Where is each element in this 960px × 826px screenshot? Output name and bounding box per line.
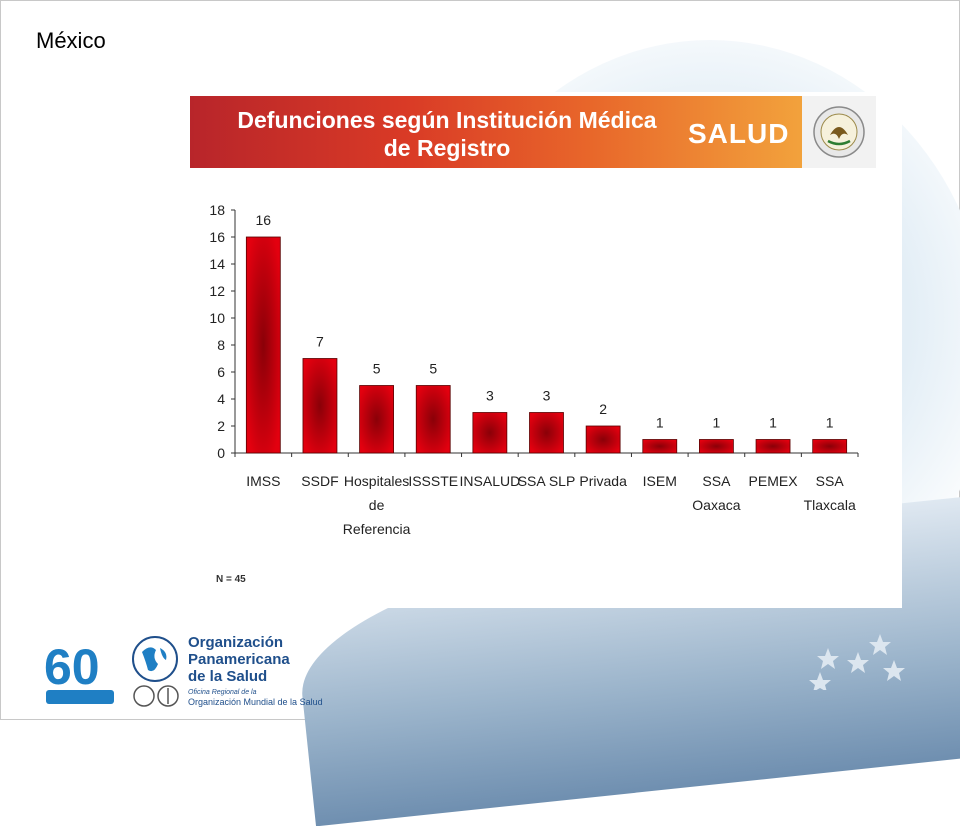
category-label: PEMEX	[749, 473, 799, 489]
salud-brand: SALUD	[688, 118, 790, 149]
category-label: de	[369, 497, 385, 513]
banner-title-line2: de Registro	[383, 135, 511, 161]
bar-value-label: 1	[713, 415, 721, 431]
category-label: IMSS	[246, 473, 280, 489]
category-label: Privada	[579, 473, 627, 489]
category-label: SSA SLP	[518, 473, 576, 489]
logo-60-number: 60	[44, 639, 100, 695]
bar	[642, 439, 678, 454]
bar	[585, 425, 621, 454]
y-tick-label: 0	[217, 445, 225, 461]
paho-name-line2: Panamericana	[188, 651, 290, 668]
paho-name-line3: de la Salud	[188, 668, 268, 685]
y-tick-label: 16	[209, 229, 225, 245]
category-label: INSALUD	[460, 473, 521, 489]
bar-value-label: 16	[256, 212, 272, 228]
bar	[755, 439, 791, 454]
bar-value-label: 1	[769, 415, 777, 431]
y-tick-label: 14	[209, 256, 225, 272]
bar	[415, 385, 451, 454]
y-tick-label: 6	[217, 364, 225, 380]
bar-value-label: 5	[373, 361, 381, 377]
category-label: SSA	[702, 473, 731, 489]
chart-banner: Defunciones según Institución Médica de …	[190, 96, 802, 168]
chart-figure: Defunciones según Institución Médica de …	[190, 92, 902, 608]
category-label: ISSSTE	[408, 473, 458, 489]
seal-box	[802, 96, 876, 168]
bar-chart: 02468101214161816IMSS7SSDF5HospitalesdeR…	[209, 202, 859, 537]
bar	[302, 358, 338, 454]
category-label: Hospitales	[344, 473, 409, 489]
stars-decoration-icon	[809, 634, 905, 690]
paho-globe-logo	[132, 636, 178, 682]
y-tick-label: 12	[209, 283, 225, 299]
60-anniversary-logo: 60	[44, 639, 114, 704]
bar	[812, 439, 848, 454]
bar	[472, 412, 508, 454]
bar	[529, 412, 564, 454]
category-label: Referencia	[343, 521, 411, 537]
bar	[359, 385, 394, 454]
bar	[699, 439, 734, 454]
bar	[245, 236, 281, 454]
who-emblem-icons	[133, 685, 179, 707]
slide-title: México	[36, 28, 106, 53]
y-tick-label: 18	[209, 202, 225, 218]
paho-name: Organización Panamericana de la Salud	[188, 634, 328, 685]
category-label: SSA	[816, 473, 845, 489]
who-name: Organización Mundial de la Salud	[188, 697, 323, 707]
category-label: ISEM	[643, 473, 677, 489]
bar-value-label: 1	[826, 415, 834, 431]
mexico-seal-icon	[813, 106, 865, 158]
category-label: Tlaxcala	[804, 497, 856, 513]
bar-value-label: 3	[486, 388, 494, 404]
category-label: Oaxaca	[692, 497, 740, 513]
bar-value-label: 1	[656, 415, 664, 431]
category-label: SSDF	[301, 473, 338, 489]
y-tick-label: 10	[209, 310, 225, 326]
paho-name-line1: Organización	[188, 634, 284, 651]
banner-title: Defunciones según Institución Médica de …	[212, 106, 682, 162]
banner-title-line1: Defunciones según Institución Médica	[237, 107, 657, 133]
bar-value-label: 7	[316, 334, 324, 350]
y-tick-label: 4	[217, 391, 225, 407]
bar-value-label: 3	[543, 388, 551, 404]
y-tick-label: 2	[217, 418, 225, 434]
sample-size-note: N = 45	[216, 574, 246, 585]
regional-office-label: Oficina Regional de la	[188, 689, 257, 696]
bar-value-label: 2	[599, 401, 607, 417]
y-tick-label: 8	[217, 337, 225, 353]
bar-value-label: 5	[429, 361, 437, 377]
